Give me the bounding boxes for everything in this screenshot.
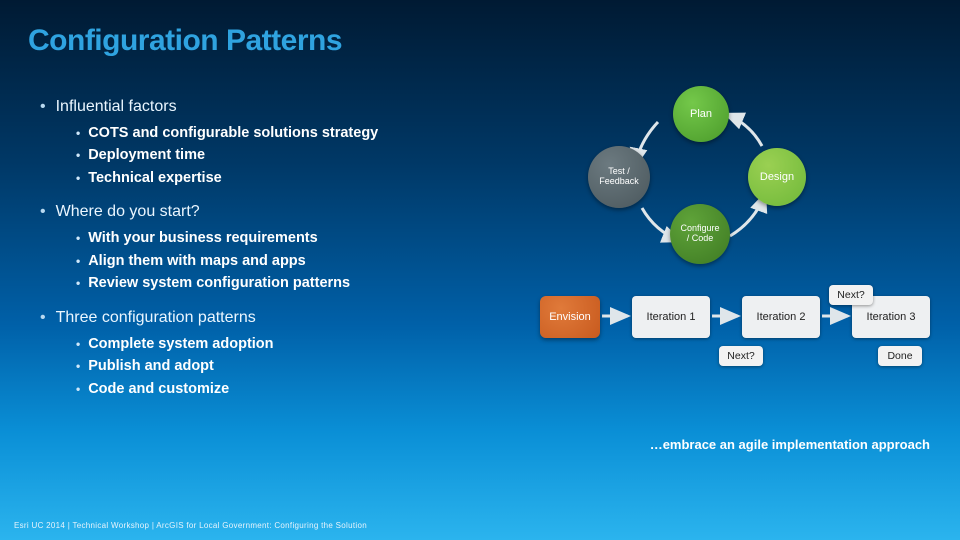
list-item-text: COTS and configurable solutions strategy [88, 122, 378, 144]
section: • Three configuration patterns • Complete s… [40, 309, 540, 400]
list-item: • Code and customize [76, 378, 540, 400]
section-head-text: Three configuration patterns [56, 309, 256, 327]
section-head-text: Influential factors [56, 98, 177, 116]
bullet-icon: • [76, 124, 80, 143]
section-heading: • Influential factors [40, 98, 540, 116]
agile-cycle-diagram: Plan Design Configure / Code Test / Feedbac… [540, 86, 940, 376]
bullet-icon: • [40, 310, 46, 326]
bullet-icon: • [76, 169, 80, 188]
bullet-icon: • [76, 380, 80, 399]
list-item-text: With your business requirements [88, 227, 318, 249]
bullet-content: • Influential factors • COTS and configurab… [40, 98, 540, 414]
list-item: • With your business requirements [76, 227, 540, 249]
list-item: • Complete system adoption [76, 333, 540, 355]
bullet-icon: • [76, 229, 80, 248]
iteration-box: Iteration 1 [632, 296, 710, 338]
list-item-text: Deployment time [88, 144, 205, 166]
section-heading: • Three configuration patterns [40, 309, 540, 327]
list-item: • Publish and adopt [76, 355, 540, 377]
list-item: • Align them with maps and apps [76, 250, 540, 272]
list-item-text: Align them with maps and apps [88, 250, 306, 272]
decision-pill: Done [878, 346, 922, 366]
list-item-text: Complete system adoption [88, 333, 273, 355]
list-item: • Technical expertise [76, 167, 540, 189]
bullet-icon: • [76, 274, 80, 293]
bullet-icon: • [76, 146, 80, 165]
bullet-icon: • [76, 357, 80, 376]
cycle-node-test-feedback: Test / Feedback [588, 146, 650, 208]
iteration-box: Iteration 2 [742, 296, 820, 338]
footer-text: Esri UC 2014 | Technical Workshop | ArcG… [14, 521, 367, 530]
slide-title: Configuration Patterns [28, 24, 342, 58]
section-heading: • Where do you start? [40, 203, 540, 221]
list-item: • Review system configuration patterns [76, 272, 540, 294]
cycle-node-configure-code: Configure / Code [670, 204, 730, 264]
section: • Influential factors • COTS and configurab… [40, 98, 540, 189]
list-item-text: Review system configuration patterns [88, 272, 350, 294]
section: • Where do you start? • With your business … [40, 203, 540, 294]
list-item-text: Technical expertise [88, 167, 222, 189]
list-item: • Deployment time [76, 144, 540, 166]
sub-list: • With your business requirements • Align t… [40, 227, 540, 294]
bullet-icon: • [40, 204, 46, 220]
tagline-text: …embrace an agile implementation approac… [650, 437, 930, 452]
envision-node: Envision [540, 296, 600, 338]
bullet-icon: • [40, 99, 46, 115]
sub-list: • COTS and configurable solutions strateg… [40, 122, 540, 189]
sub-list: • Complete system adoption • Publish and ad… [40, 333, 540, 400]
bullet-icon: • [76, 252, 80, 271]
cycle-arrow [726, 114, 762, 146]
cycle-node-design: Design [748, 148, 806, 206]
list-item-text: Code and customize [88, 378, 229, 400]
list-item: • COTS and configurable solutions strateg… [76, 122, 540, 144]
decision-pill: Next? [829, 285, 873, 305]
cycle-node-plan: Plan [673, 86, 729, 142]
section-head-text: Where do you start? [56, 203, 200, 221]
list-item-text: Publish and adopt [88, 355, 214, 377]
bullet-icon: • [76, 335, 80, 354]
decision-pill: Next? [719, 346, 763, 366]
